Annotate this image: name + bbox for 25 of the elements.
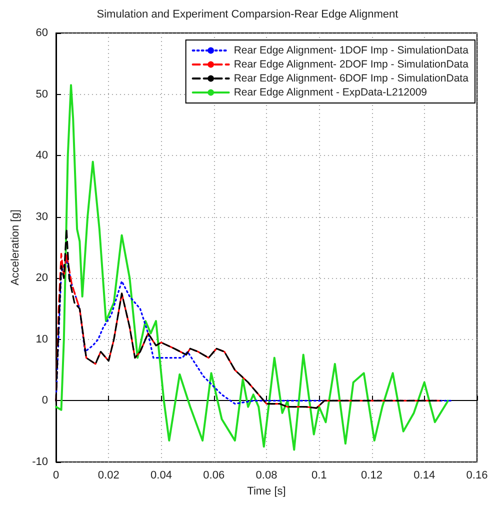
y-tick-label: 0 [42,394,48,407]
x-tick-label: 0.16 [466,470,488,482]
x-tick-label: 0 [52,470,60,482]
y-tick-label: -10 [32,456,48,468]
x-tick-label: 0.14 [414,470,436,482]
legend-label: Rear Edge Alignment- 2DOF Imp - SimulationData [234,58,469,70]
legend-label: Rear Edge Alignment- 6DOF Imp - SimulationData [234,72,469,84]
line-series [55,84,450,451]
legend-label: Rear Edge Alignment- 1DOF Imp - SimulationData [234,44,469,56]
y-tick-label: 20 [36,272,48,284]
x-tick-label: 0.08 [256,470,278,482]
y-tick-label: 60 [36,27,48,39]
y-tick-label: 40 [36,150,48,162]
y-tick-label: 30 [36,210,48,223]
x-tick-label: 0.02 [98,470,120,482]
chart-title: Simulation and Experiment Comparsion-Rear Edge Alignment [96,8,398,20]
y-tick-label: 10 [36,333,48,346]
x-tick-label: 0.1 [311,470,327,482]
legend-label: Rear Edge Alignment - ExpData-L212009 [234,86,428,98]
y-tick-label: 50 [36,88,48,100]
x-tick-label: 0.04 [150,470,172,482]
y-axis-title: Acceleration [g] [10,210,22,286]
x-tick-label: 0.12 [361,470,382,482]
x-tick-label: 0.06 [203,470,225,482]
x-axis-title: Time [s] [247,486,286,498]
